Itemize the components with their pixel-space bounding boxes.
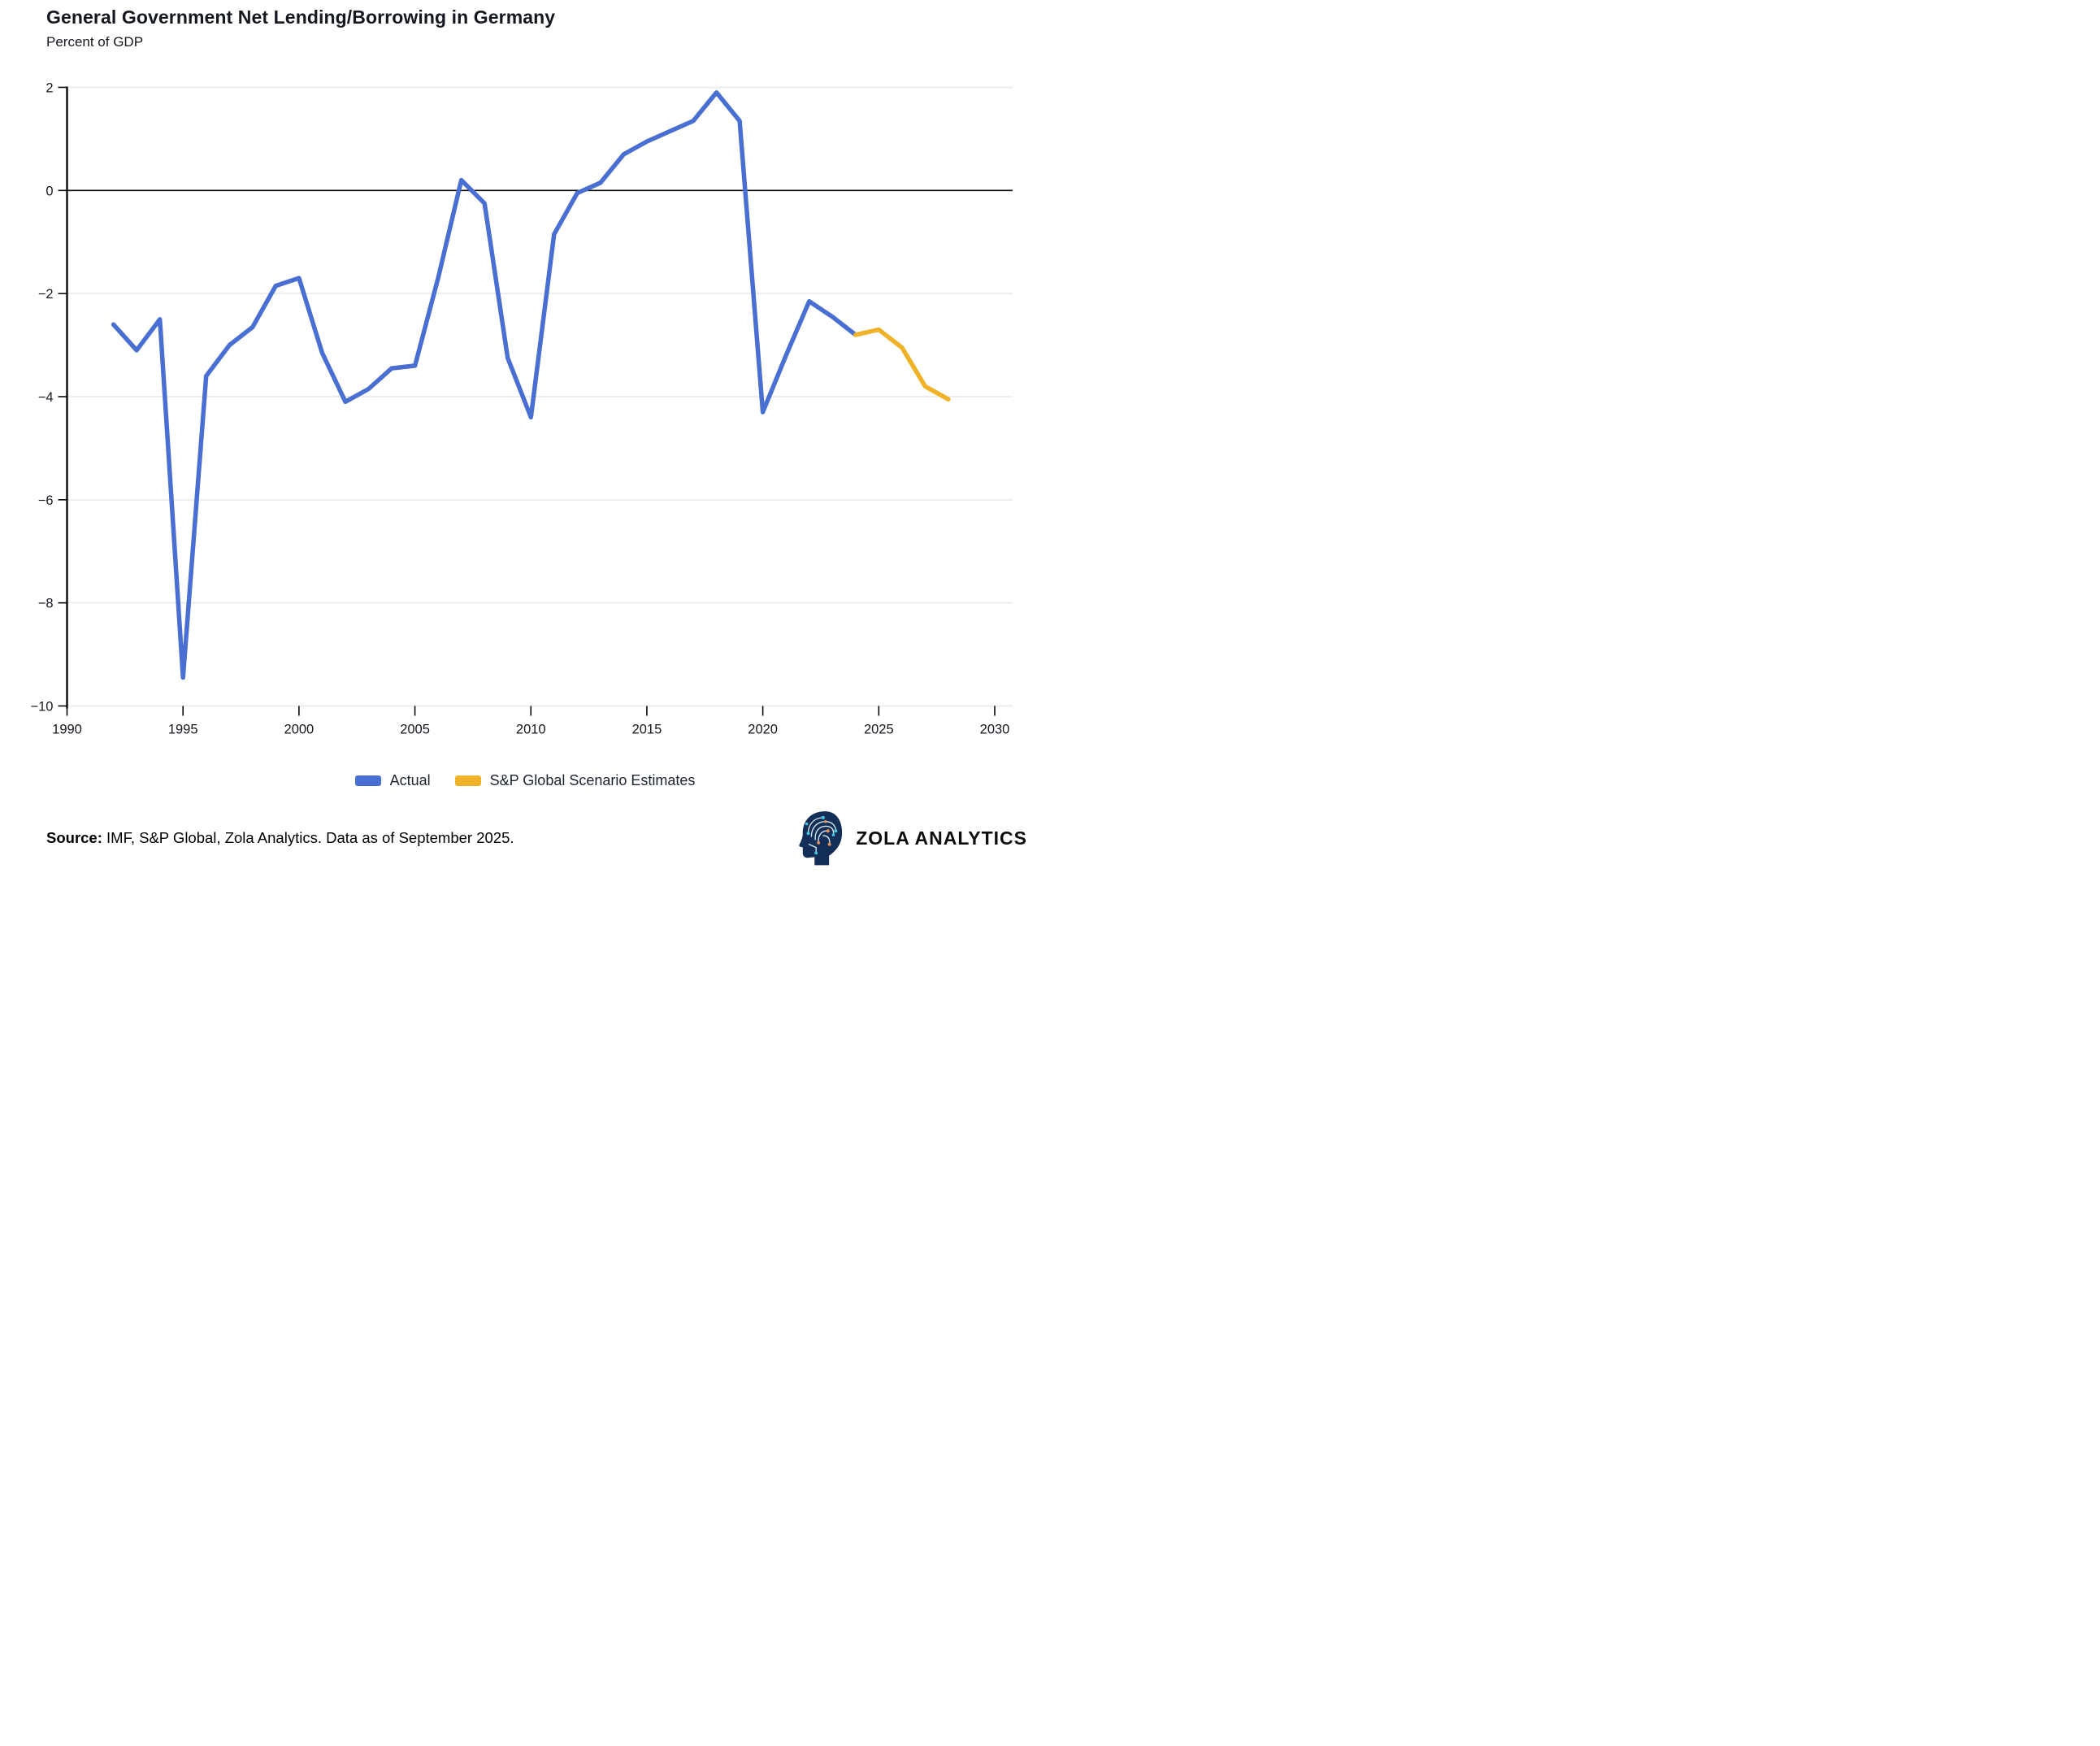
y-tick-label: 0: [46, 184, 53, 198]
line-chart: 2 0 −2 −4 −6 −8 −10 1990 1995 2000 2005 2010 2015 202…: [31, 80, 1013, 737]
source-label: Source:: [46, 829, 102, 846]
brand-logo: ZOLA ANALYTICS: [797, 810, 1027, 866]
legend-label: Actual: [389, 772, 431, 788]
y-tick-label: −4: [38, 390, 54, 405]
y-tick-label: −2: [38, 287, 54, 302]
x-tick-label: 2025: [864, 723, 894, 737]
x-tick-label: 2000: [284, 723, 315, 737]
x-tick-label: 2015: [632, 723, 662, 737]
source-note: Source: IMF, S&P Global, Zola Analytics.…: [46, 829, 514, 847]
scenario-series-line: [853, 327, 951, 402]
x-tick-label: 2010: [516, 723, 546, 737]
legend-label: S&P Global Scenario Estimates: [489, 772, 696, 788]
actual-series-line: [111, 90, 858, 680]
y-tick-label: −10: [31, 700, 54, 714]
chart-legend: Actual S&P Global Scenario Estimates: [0, 772, 1050, 789]
legend-item-scenario: S&P Global Scenario Estimates: [454, 772, 696, 789]
x-tick-label: 1995: [168, 723, 198, 737]
x-tick-label: 2030: [980, 723, 1010, 737]
y-tick-label: −8: [38, 597, 54, 611]
brand-name: ZOLA ANALYTICS: [856, 827, 1027, 849]
scenario-line-swatch: [454, 775, 481, 786]
x-tick-label: 2005: [400, 723, 430, 737]
brain-head-icon: [799, 811, 843, 866]
x-tick-label: 1990: [52, 723, 82, 737]
x-tick-label: 2020: [748, 723, 778, 737]
actual-line-swatch: [354, 775, 381, 786]
y-tick-label: 2: [46, 80, 53, 95]
source-text: IMF, S&P Global, Zola Analytics. Data as…: [102, 829, 514, 846]
y-tick-label: −6: [38, 493, 54, 508]
chart-title: General Government Net Lending/Borrowing…: [46, 7, 556, 28]
legend-item-actual: Actual: [354, 772, 431, 789]
figure: General Government Net Lending/Borrowing…: [0, 0, 1050, 873]
chart-subtitle: Percent of GDP: [46, 34, 144, 50]
